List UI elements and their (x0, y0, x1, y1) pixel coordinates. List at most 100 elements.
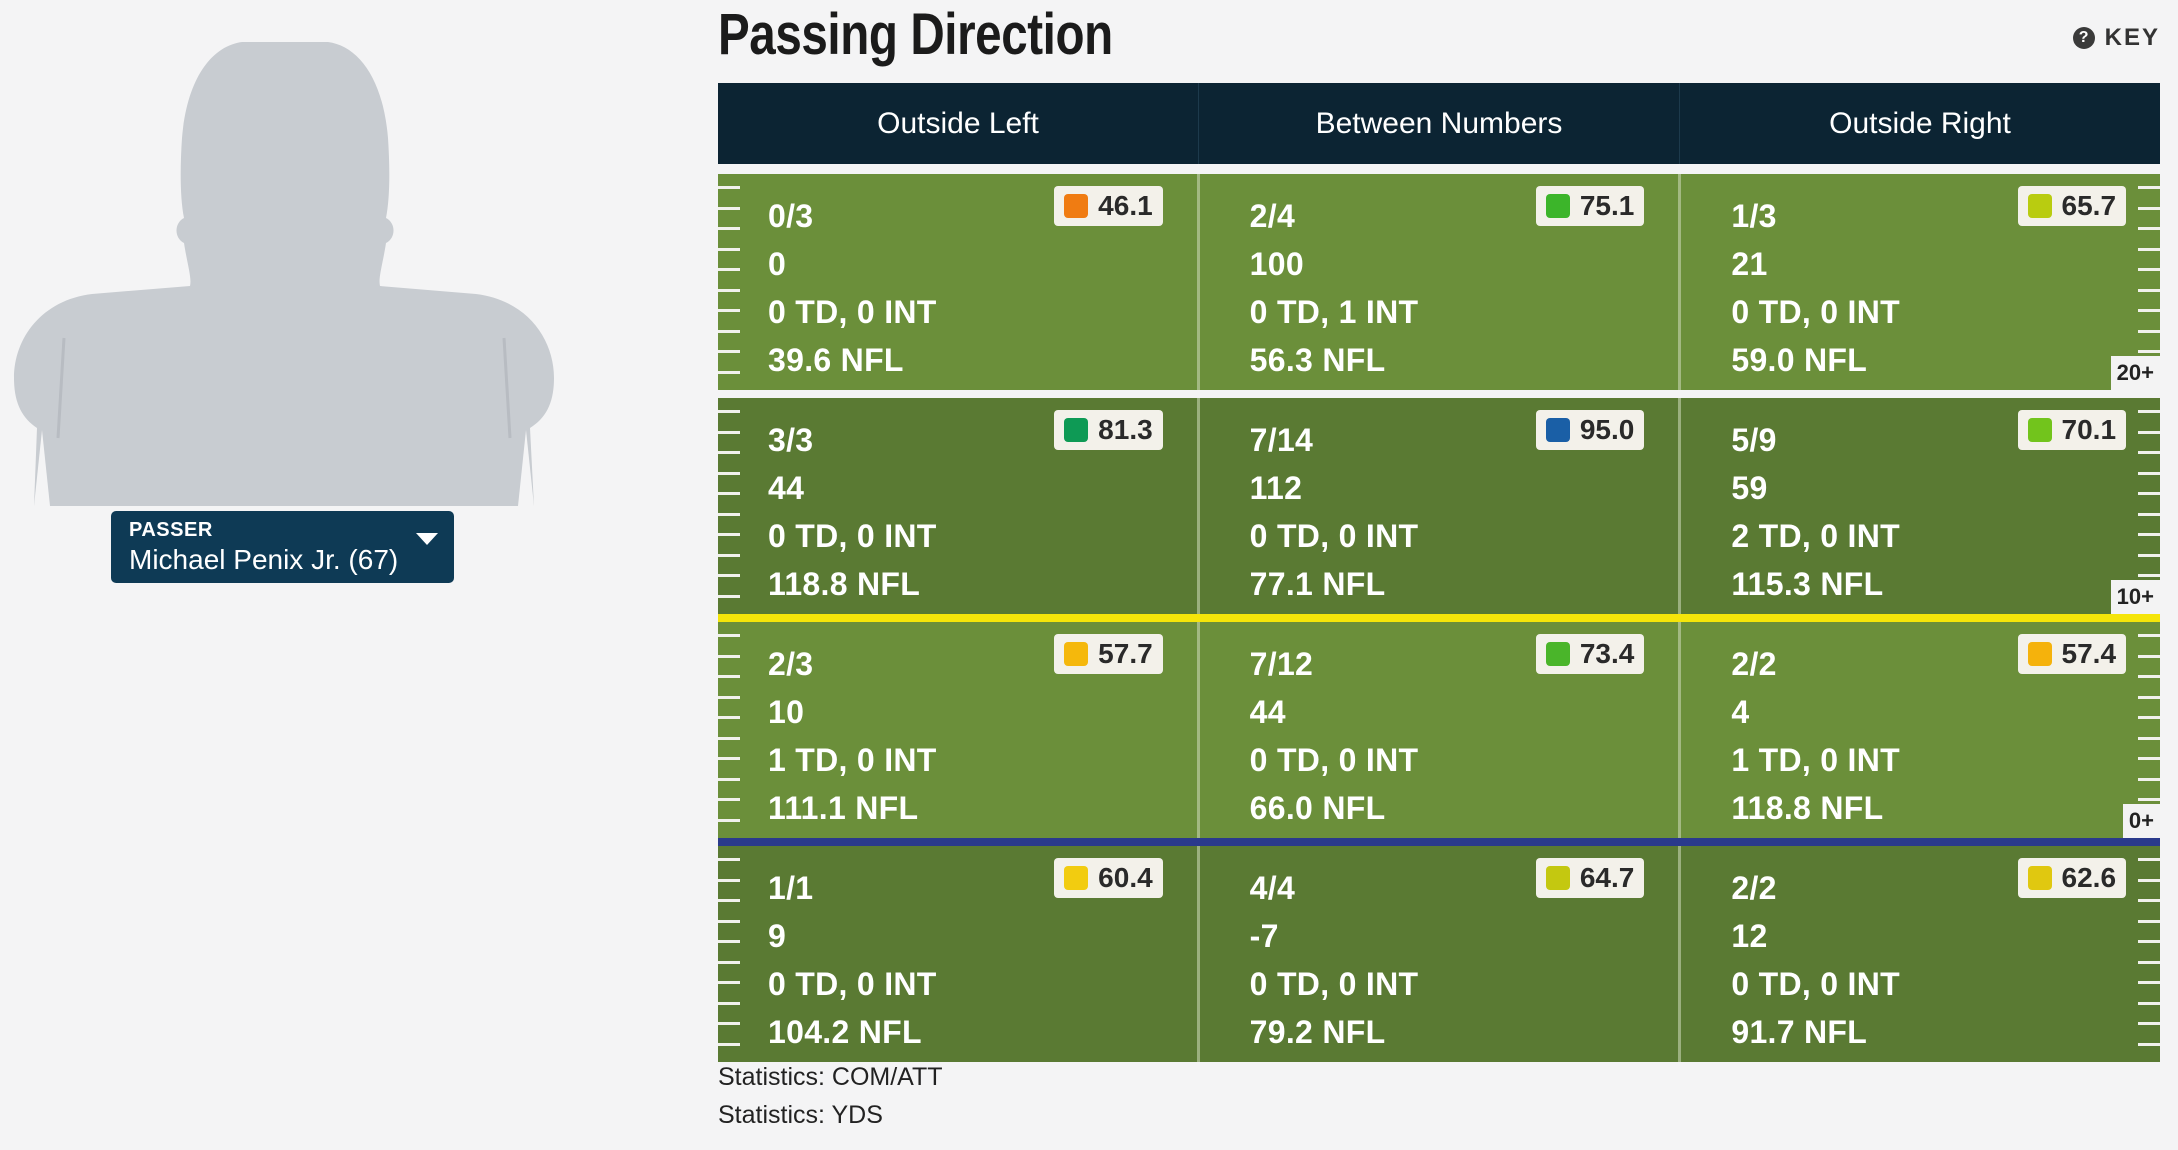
yard-tick (718, 1042, 740, 1046)
stat-nfl-rating: 77.1 NFL (1249, 566, 1386, 602)
yard-tick (718, 309, 740, 312)
first-down-line (718, 614, 2160, 622)
depth-label: 20+ (2110, 356, 2160, 390)
stat-yards: 21 (1731, 246, 1768, 282)
passing-field-grid: 46.1 0/3 0 0 TD, 0 INT 39.6 NFL 75.1 2/4… (718, 164, 2160, 1062)
grade-badge: 64.7 (1535, 858, 1645, 898)
zone-cell[interactable]: 62.6 2/2 12 0 TD, 0 INT 91.7 NFL (1678, 846, 2160, 1062)
grade-color-swatch (1064, 866, 1089, 890)
column-header-outside-right: Outside Right (1679, 83, 2160, 164)
help-icon: ? (2072, 27, 2095, 49)
yard-tick (2138, 268, 2160, 271)
yard-tick (2138, 430, 2160, 434)
depth-zone-behind-los: 60.4 1/1 9 0 TD, 0 INT 104.2 NFL 64.7 4/… (718, 846, 2160, 1062)
yard-ticks-left (718, 398, 740, 614)
grade-badge: 60.4 (1054, 858, 1163, 898)
zone-cell[interactable]: 57.7 2/3 10 1 TD, 0 INT 111.1 NFL (718, 622, 1197, 838)
yard-tick (2138, 757, 2160, 760)
stat-td-int: 0 TD, 0 INT (1249, 518, 1419, 554)
grade-badge: 73.4 (1535, 634, 1645, 674)
yard-tick (718, 1022, 740, 1025)
yard-tick (2138, 309, 2160, 312)
yard-tick (718, 553, 740, 557)
yard-tick (718, 634, 740, 637)
stat-yards: 0 (768, 246, 787, 282)
yard-tick (2138, 777, 2160, 781)
stat-td-int: 0 TD, 0 INT (1731, 966, 1901, 1002)
zone-cell[interactable]: 73.4 7/12 44 0 TD, 0 INT 66.0 NFL (1196, 622, 1679, 838)
grade-value: 60.4 (1098, 862, 1153, 893)
grade-value: 75.1 (1579, 190, 1635, 221)
stat-yards: 100 (1249, 246, 1304, 282)
stat-td-int: 0 TD, 0 INT (1249, 742, 1419, 778)
passer-label: PASSER (129, 519, 213, 541)
stat-nfl-rating: 56.3 NFL (1249, 342, 1386, 378)
yard-tick (718, 350, 740, 353)
yard-tick (2138, 512, 2160, 516)
yard-tick (718, 695, 740, 699)
yard-tick (2138, 899, 2160, 902)
stat-nfl-rating: 79.2 NFL (1249, 1014, 1386, 1050)
silhouette-icon (14, 42, 554, 506)
yard-ticks-left (718, 622, 740, 838)
yard-tick (2138, 186, 2160, 189)
stat-yards: 44 (768, 470, 805, 506)
grade-badge: 75.1 (1535, 186, 1645, 226)
stat-yards: 10 (768, 694, 805, 730)
yard-tick (2138, 858, 2160, 861)
stat-nfl-rating: 66.0 NFL (1249, 790, 1386, 826)
stat-comp-att: 2/2 (1731, 870, 1777, 906)
grade-color-swatch (1064, 194, 1089, 218)
stat-yards: 4 (1731, 694, 1750, 730)
yard-tick (2138, 492, 2160, 495)
depth-label: 10+ (2110, 580, 2160, 614)
yard-tick (2138, 206, 2160, 210)
zone-cell[interactable]: 57.4 2/2 4 1 TD, 0 INT 118.8 NFL (1678, 622, 2160, 838)
key-button[interactable]: ? KEY (2072, 22, 2160, 54)
zone-cell[interactable]: 75.1 2/4 100 0 TD, 1 INT 56.3 NFL (1196, 174, 1679, 390)
stat-td-int: 1 TD, 0 INT (1731, 742, 1901, 778)
yard-tick (2138, 1042, 2160, 1046)
yard-tick (718, 858, 740, 861)
yard-tick (718, 186, 740, 189)
passer-dropdown[interactable]: PASSER Michael Penix Jr. (67) (111, 511, 454, 583)
zone-cell[interactable]: 46.1 0/3 0 0 TD, 0 INT 39.6 NFL (718, 174, 1197, 390)
yard-tick (2138, 878, 2160, 882)
stat-comp-att: 2/3 (768, 646, 814, 682)
stat-comp-att: 1/3 (1731, 198, 1777, 234)
grade-value: 57.4 (2061, 638, 2117, 669)
stat-td-int: 0 TD, 0 INT (768, 966, 937, 1002)
yard-ticks-left (718, 174, 740, 390)
stat-comp-att: 3/3 (768, 422, 814, 458)
stat-comp-att: 0/3 (768, 198, 814, 234)
zone-cell[interactable]: 65.7 1/3 21 0 TD, 0 INT 59.0 NFL (1678, 174, 2160, 390)
stat-comp-att: 2/4 (1249, 198, 1296, 234)
grade-value: 57.7 (1098, 638, 1153, 669)
stat-comp-att: 5/9 (1731, 422, 1777, 458)
yard-tick (2138, 981, 2160, 984)
zone-cell[interactable]: 81.3 3/3 44 0 TD, 0 INT 118.8 NFL (718, 398, 1197, 614)
zone-cell[interactable]: 70.1 5/9 59 2 TD, 0 INT 115.3 NFL (1678, 398, 2160, 614)
passer-selected-value: Michael Penix Jr. (67) (129, 544, 399, 575)
grade-value: 62.6 (2061, 862, 2117, 893)
zone-cell[interactable]: 64.7 4/4 -7 0 TD, 0 INT 79.2 NFL (1196, 846, 1679, 1062)
depth-zone-10-plus: 81.3 3/3 44 0 TD, 0 INT 118.8 NFL 95.0 7… (718, 398, 2160, 614)
yard-tick (718, 227, 740, 230)
stat-td-int: 0 TD, 0 INT (1249, 966, 1419, 1002)
stat-nfl-rating: 118.8 NFL (1731, 790, 1884, 826)
stat-td-int: 0 TD, 0 INT (768, 294, 937, 330)
grade-color-swatch (1064, 642, 1089, 666)
yard-tick (718, 777, 740, 781)
stat-yards: 59 (1731, 470, 1768, 506)
yard-tick (2138, 288, 2160, 292)
stat-yards: 44 (1249, 694, 1286, 730)
legend-com-att: Statistics: COM/ATT (718, 1063, 943, 1091)
zone-cell[interactable]: 95.0 7/14 112 0 TD, 0 INT 77.1 NFL (1196, 398, 1679, 614)
yard-tick (2138, 533, 2160, 536)
zone-cell[interactable]: 60.4 1/1 9 0 TD, 0 INT 104.2 NFL (718, 846, 1197, 1062)
grade-value: 81.3 (1098, 414, 1153, 445)
depth-zone-0-plus: 57.7 2/3 10 1 TD, 0 INT 111.1 NFL 73.4 7… (718, 622, 2160, 838)
yard-tick (2138, 716, 2160, 719)
yard-tick (718, 430, 740, 434)
stat-comp-att: 7/12 (1249, 646, 1314, 682)
